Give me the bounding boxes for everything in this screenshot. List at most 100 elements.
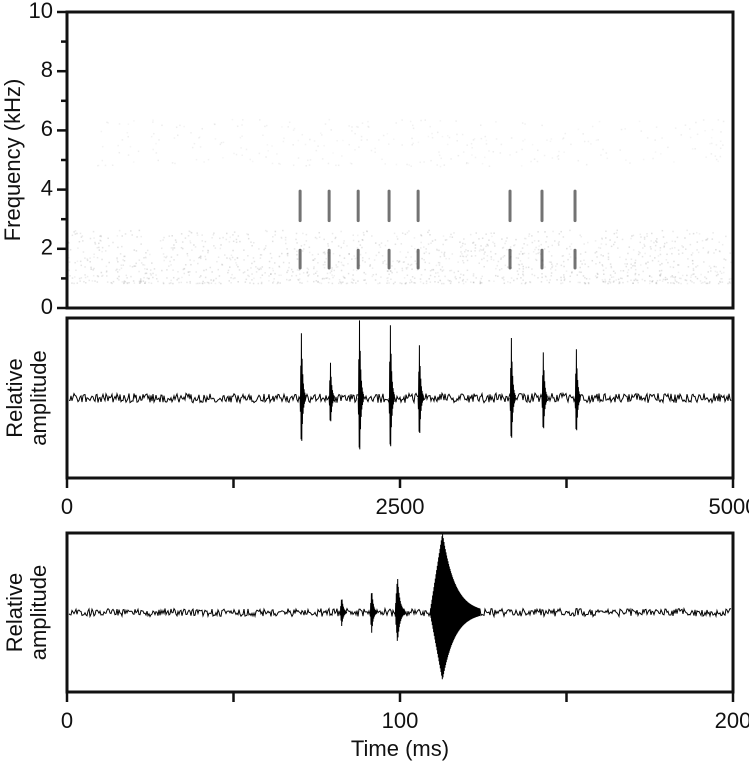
background-noise: [110, 281, 113, 284]
background-noise: [361, 246, 363, 249]
background-noise: [410, 245, 413, 248]
background-noise: [343, 257, 346, 259]
background-noise: [179, 124, 181, 127]
background-noise: [696, 265, 699, 267]
background-noise: [428, 252, 431, 255]
background-noise: [392, 282, 395, 285]
background-noise: [399, 282, 401, 284]
background-noise: [500, 268, 503, 270]
background-noise: [140, 262, 143, 264]
x-tick-label: 5000: [709, 494, 749, 519]
background-noise: [474, 247, 477, 249]
background-noise: [100, 234, 102, 237]
background-noise: [510, 250, 513, 252]
background-noise: [123, 281, 125, 283]
background-noise: [101, 246, 104, 249]
background-noise: [249, 158, 251, 161]
background-noise: [699, 280, 702, 282]
background-noise: [533, 274, 536, 277]
background-noise: [602, 265, 604, 267]
background-noise: [145, 257, 147, 259]
background-noise: [729, 282, 732, 284]
background-noise: [180, 246, 183, 249]
y-axis-label: amplitude: [26, 350, 51, 445]
background-noise: [663, 245, 666, 247]
background-noise: [207, 250, 210, 252]
background-noise: [260, 268, 262, 270]
background-noise: [522, 140, 524, 142]
background-noise: [610, 266, 613, 269]
background-noise: [531, 235, 533, 237]
background-noise: [695, 231, 698, 234]
background-noise: [436, 164, 438, 166]
background-noise: [78, 240, 81, 243]
background-noise: [585, 277, 588, 280]
background-noise: [380, 276, 382, 278]
background-noise: [607, 256, 610, 258]
background-noise: [300, 245, 303, 247]
background-noise: [201, 240, 204, 242]
background-noise: [195, 282, 198, 285]
background-noise: [483, 156, 486, 159]
background-noise: [670, 282, 672, 284]
background-noise: [720, 131, 722, 133]
background-noise: [189, 241, 192, 244]
background-noise: [145, 272, 148, 275]
background-noise: [331, 282, 334, 285]
background-noise: [193, 142, 196, 145]
background-noise: [646, 267, 649, 269]
background-noise: [610, 276, 613, 278]
background-noise: [401, 282, 403, 285]
background-noise: [84, 257, 86, 259]
background-noise: [107, 122, 109, 124]
background-noise: [296, 269, 299, 271]
background-noise: [229, 258, 232, 261]
background-noise: [298, 269, 300, 271]
background-noise: [636, 279, 639, 282]
background-noise: [654, 244, 657, 247]
background-noise: [117, 144, 119, 147]
background-noise: [693, 273, 695, 275]
background-noise: [273, 262, 276, 264]
pulse-band: [416, 189, 420, 223]
background-noise: [348, 125, 350, 127]
background-noise: [603, 273, 605, 275]
background-noise: [111, 164, 114, 167]
background-noise: [287, 269, 289, 272]
background-noise: [176, 279, 178, 281]
background-noise: [496, 264, 499, 267]
background-noise: [645, 263, 647, 265]
background-noise: [119, 253, 122, 255]
x-tick-label: 0: [61, 708, 73, 733]
background-noise: [140, 280, 142, 282]
background-noise: [317, 280, 319, 283]
background-noise: [459, 276, 461, 279]
background-noise: [728, 278, 731, 280]
background-noise: [323, 266, 326, 269]
background-noise: [299, 273, 301, 275]
pulse: [574, 349, 581, 431]
background-noise: [678, 253, 680, 255]
background-noise: [73, 282, 75, 285]
background-noise: [555, 265, 557, 267]
background-noise: [402, 261, 405, 263]
background-noise: [292, 164, 295, 167]
background-noise: [522, 279, 524, 281]
background-noise: [717, 119, 720, 121]
pulse-band: [573, 248, 577, 270]
background-noise: [522, 270, 524, 273]
background-noise: [93, 253, 95, 255]
background-noise: [513, 244, 515, 247]
background-noise: [634, 259, 637, 262]
background-noise: [332, 276, 334, 279]
background-noise: [518, 267, 521, 270]
background-noise: [700, 282, 703, 284]
background-noise: [133, 265, 135, 267]
background-noise: [210, 282, 213, 284]
background-noise: [223, 254, 226, 256]
background-noise: [494, 274, 497, 277]
background-noise: [626, 263, 628, 265]
background-noise: [378, 251, 380, 254]
background-noise: [320, 282, 323, 285]
background-noise: [308, 246, 311, 249]
